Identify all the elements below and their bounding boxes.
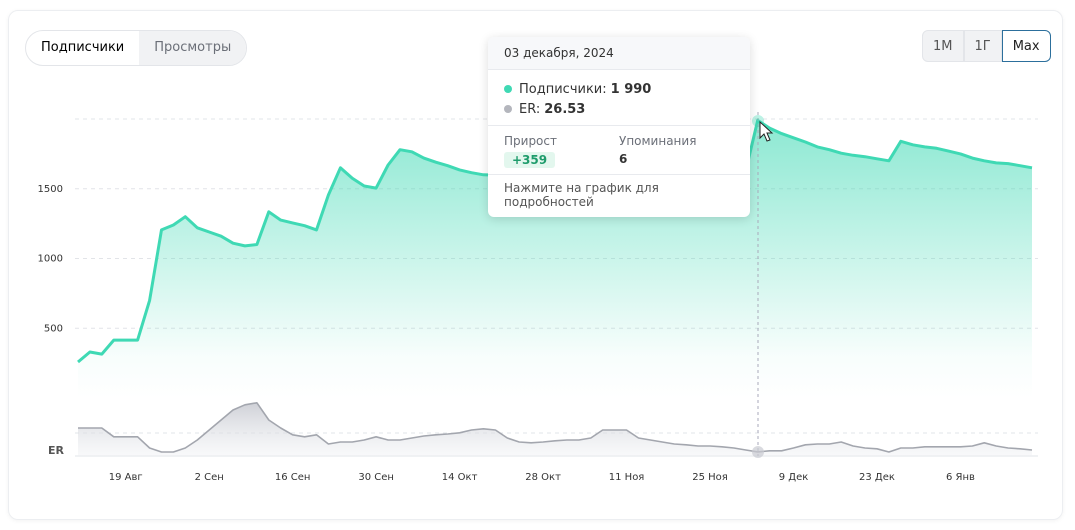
x-tick-label: 30 Сен bbox=[358, 472, 394, 483]
tooltip-stats: Прирост +359 Упоминания 6 bbox=[488, 126, 750, 175]
x-tick-label: 25 Ноя bbox=[692, 472, 728, 483]
range-button[interactable]: 1Г bbox=[963, 30, 1002, 62]
x-tick-label: 6 Янв bbox=[946, 472, 975, 483]
x-tick-label: 2 Сен bbox=[195, 472, 224, 483]
x-tick-label: 28 Окт bbox=[525, 472, 561, 483]
label: ER: bbox=[519, 101, 541, 117]
x-tick-label: 16 Сен bbox=[275, 472, 311, 483]
tooltip-date: 03 декабря, 2024 bbox=[488, 37, 750, 70]
hover-dot-er bbox=[752, 446, 764, 458]
tabs: Подписчики Просмотры bbox=[25, 30, 248, 66]
tooltip-row: ER: 26.53 bbox=[504, 99, 734, 119]
growth: +359 bbox=[504, 152, 556, 168]
value: 1 990 bbox=[610, 81, 652, 97]
label: Прирост bbox=[504, 134, 557, 148]
er-axis-label: ER bbox=[48, 444, 65, 457]
cursor bbox=[759, 120, 774, 142]
tab[interactable]: Просмотры bbox=[139, 31, 247, 65]
card bbox=[8, 10, 1063, 520]
er-line bbox=[78, 402, 1033, 453]
range-button[interactable]: 1М bbox=[922, 30, 964, 62]
x-tick-label: 11 Ноя bbox=[609, 472, 645, 483]
er-area bbox=[78, 402, 1032, 456]
y-tick-label: 500 bbox=[44, 323, 63, 334]
label: Подписчики: bbox=[519, 81, 607, 97]
x-tick-label: 23 Дек bbox=[859, 472, 895, 483]
tooltip-row: Подписчики: 1 990 bbox=[504, 79, 734, 99]
value: 26.53 bbox=[544, 101, 586, 117]
tooltip-rows: Подписчики: 1 990 ER: 26.53 bbox=[488, 70, 750, 126]
x-tick-label: 14 Окт bbox=[442, 472, 478, 483]
x-tick-label: 19 Авг bbox=[109, 472, 143, 483]
label: Упоминания bbox=[619, 134, 697, 148]
mentions: 6 bbox=[619, 152, 628, 166]
x-tick-label: 9 Дек bbox=[779, 472, 809, 483]
tooltip-hint: Нажмите на график для подробностей bbox=[504, 181, 659, 209]
tooltip: 03 декабря, 2024 Подписчики: 1 990 ER: 26.… bbox=[488, 37, 750, 217]
range-button[interactable]: Max bbox=[1001, 30, 1051, 62]
y-tick-label: 1000 bbox=[38, 254, 63, 265]
range-buttons: 1М 1Г Max bbox=[922, 30, 1051, 62]
y-tick-label: 1500 bbox=[38, 184, 63, 195]
tab[interactable]: Подписчики bbox=[41, 40, 125, 55]
area bbox=[78, 120, 1032, 399]
